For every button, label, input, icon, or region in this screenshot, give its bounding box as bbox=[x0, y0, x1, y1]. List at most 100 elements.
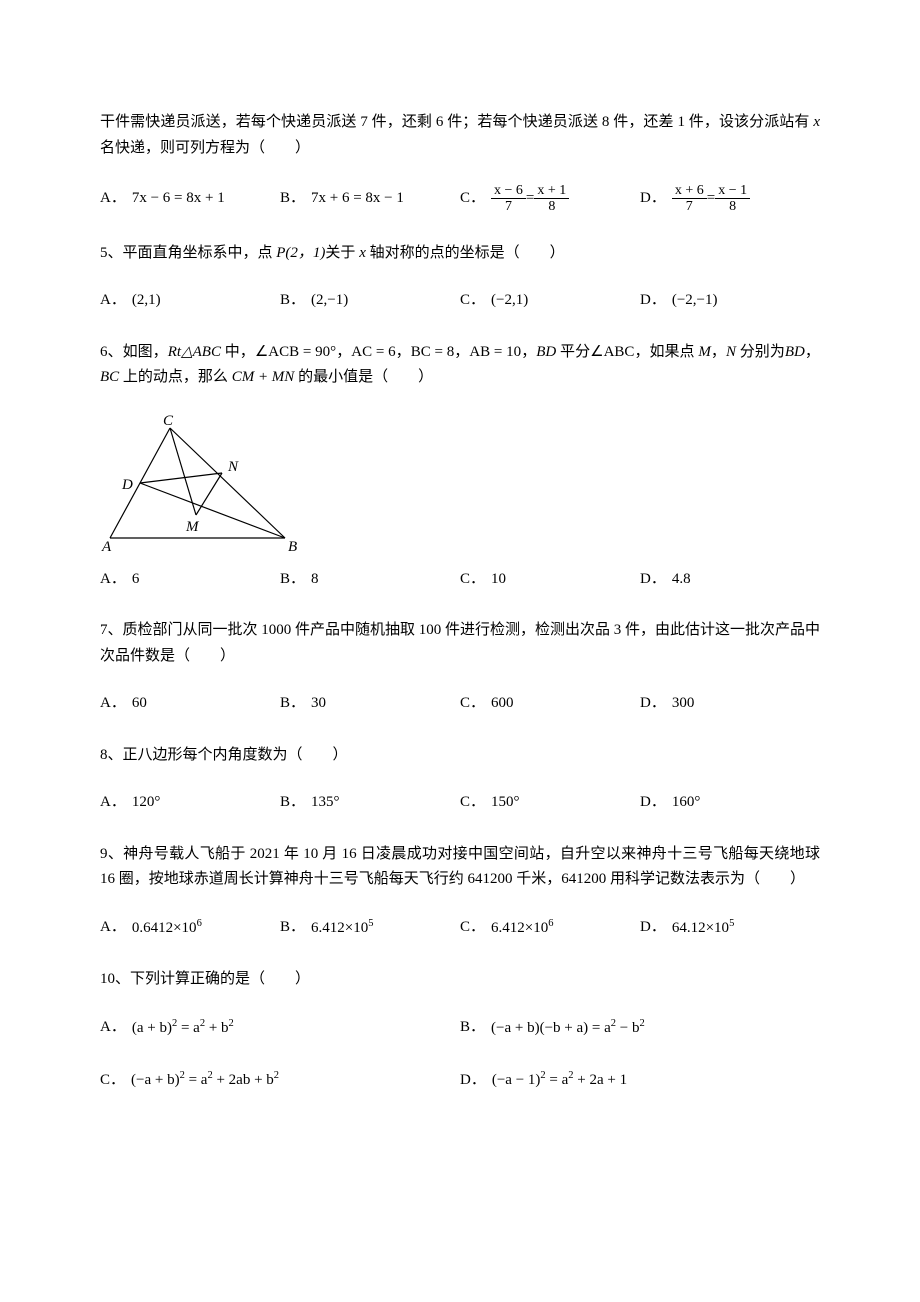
svg-text:N: N bbox=[227, 459, 239, 475]
q10-c-sup3: 2 bbox=[274, 1070, 279, 1081]
q5-a-val: (2,1) bbox=[132, 288, 161, 314]
q6-b-val: 8 bbox=[311, 567, 319, 593]
q6-opt-d: D．4.8 bbox=[640, 567, 820, 593]
q8-opt-a: A．120° bbox=[100, 790, 280, 816]
q6-sep1: ， bbox=[336, 344, 351, 360]
q7-a-val: 60 bbox=[132, 691, 147, 717]
svg-text:A: A bbox=[101, 539, 112, 553]
q8-opt-c: C．150° bbox=[460, 790, 640, 816]
q10-options-ab: A． (a + b)2 = a2 + b2 B． (−a + b)(−b + a… bbox=[100, 1015, 820, 1042]
q8-stem: 8、正八边形每个内角度数为（ ） bbox=[100, 743, 820, 769]
svg-text:C: C bbox=[163, 413, 174, 429]
q4-stem: 干件需快递员派送，若每个快递员派送 7 件，还剩 6 件；若每个快递员派送 8 … bbox=[100, 110, 820, 161]
q4-d-frac-r: x − 18 bbox=[715, 183, 750, 215]
svg-text:M: M bbox=[185, 519, 200, 535]
q10-a-eq: = a bbox=[177, 1020, 200, 1036]
q7-opt-d: D．300 bbox=[640, 691, 820, 717]
q10-a-l: (a + b) bbox=[132, 1020, 172, 1036]
q10-a-expr: (a + b)2 = a2 + b2 bbox=[132, 1015, 234, 1042]
q7-c-label: C． bbox=[460, 691, 485, 717]
q6-stem: 6、如图，Rt△ABC 中，∠ACB = 90°，AC = 6，BC = 8，A… bbox=[100, 340, 820, 391]
q6-bdtxt: 平分 bbox=[556, 344, 590, 360]
q6-n: N bbox=[726, 344, 736, 360]
q6-sep4: ， bbox=[521, 344, 536, 360]
q6-c-val: 10 bbox=[491, 567, 506, 593]
q5-c-label: C． bbox=[460, 288, 485, 314]
q4-opt-a: A． 7x − 6 = 8x + 1 bbox=[100, 183, 280, 215]
q10-opt-b: B． (−a + b)(−b + a) = a2 − b2 bbox=[460, 1015, 820, 1042]
q8-d-val: 160° bbox=[672, 790, 701, 816]
q4-opt-c: C． x − 67 = x + 18 bbox=[460, 183, 640, 215]
q6-s3: ，如果点 bbox=[634, 344, 698, 360]
q9-a-val: 0.6412×106 bbox=[132, 915, 202, 942]
q6-m: M bbox=[698, 344, 711, 360]
q9-c-label: C． bbox=[460, 915, 485, 941]
q9-a-label: A． bbox=[100, 915, 126, 941]
q6-ab: AB = 10 bbox=[469, 344, 521, 360]
q5-stem-b: 关于 bbox=[325, 245, 359, 261]
q5-a-label: A． bbox=[100, 288, 126, 314]
q10-d-l: (−a − 1) bbox=[492, 1072, 541, 1088]
q9-stem: 9、神舟号载人飞船于 2021 年 10 月 16 日凌晨成功对接中国空间站，自… bbox=[100, 842, 820, 893]
q6-c-label: C． bbox=[460, 567, 485, 593]
q4-c-den-r: 8 bbox=[534, 199, 569, 214]
q6-s1: 6、如图， bbox=[100, 344, 168, 360]
q4-b-label: B． bbox=[280, 186, 305, 212]
q9-opt-a: A．0.6412×106 bbox=[100, 915, 280, 942]
q8-options: A．120° B．135° C．150° D．160° bbox=[100, 790, 820, 816]
q9-c-val: 6.412×106 bbox=[491, 915, 553, 942]
q6-angle: ∠ACB = 90° bbox=[255, 344, 336, 360]
q6-opt-c: C．10 bbox=[460, 567, 640, 593]
q10-c-eq: = a bbox=[185, 1072, 208, 1088]
q10-d-label: D． bbox=[460, 1068, 486, 1094]
q8-opt-b: B．135° bbox=[280, 790, 460, 816]
q4-b-expr: 7x + 6 = 8x − 1 bbox=[311, 186, 404, 212]
q6-b-label: B． bbox=[280, 567, 305, 593]
q5-opt-d: D．(−2,−1) bbox=[640, 288, 820, 314]
q7-c-val: 600 bbox=[491, 691, 514, 717]
q6-s6: 的最小值是（ ） bbox=[294, 369, 433, 385]
q4-d-num-r: x − 1 bbox=[715, 183, 750, 199]
q9-d-base: 64.12×10 bbox=[672, 920, 729, 936]
q4-d-label: D． bbox=[640, 186, 666, 212]
q4-d-eq: = bbox=[707, 186, 715, 212]
q4-c-frac-l: x − 67 bbox=[491, 183, 526, 215]
q5-opt-b: B．(2,−1) bbox=[280, 288, 460, 314]
q9-opt-c: C．6.412×106 bbox=[460, 915, 640, 942]
q6-opt-b: B．8 bbox=[280, 567, 460, 593]
q7-b-val: 30 bbox=[311, 691, 326, 717]
q9-opt-d: D．64.12×105 bbox=[640, 915, 820, 942]
q8-c-label: C． bbox=[460, 790, 485, 816]
q4-d-num-l: x + 6 bbox=[672, 183, 707, 199]
q10-b-expr: (−a + b)(−b + a) = a2 − b2 bbox=[491, 1015, 645, 1042]
q9-b-sup: 5 bbox=[368, 918, 373, 929]
q8-opt-d: D．160° bbox=[640, 790, 820, 816]
q6-comma1: ， bbox=[711, 344, 726, 360]
q5-stem-a: 5、平面直角坐标系中，点 bbox=[100, 245, 276, 261]
q10-b-label: B． bbox=[460, 1015, 485, 1041]
q10-a-label: A． bbox=[100, 1015, 126, 1041]
q6-opt-a: A．6 bbox=[100, 567, 280, 593]
q10-c-mid: + 2ab + b bbox=[213, 1072, 274, 1088]
q10-options-cd: C． (−a + b)2 = a2 + 2ab + b2 D． (−a − 1)… bbox=[100, 1067, 820, 1094]
q4-c-num-l: x − 6 bbox=[491, 183, 526, 199]
svg-text:B: B bbox=[288, 539, 297, 553]
q5-stem: 5、平面直角坐标系中，点 P(2，1)关于 x 轴对称的点的坐标是（ ） bbox=[100, 241, 820, 267]
q10-b-r: − b bbox=[616, 1020, 639, 1036]
q10-a-r: + b bbox=[205, 1020, 228, 1036]
q4-stem-b: 名快递，则可列方程为（ ） bbox=[100, 140, 310, 156]
q9-b-val: 6.412×105 bbox=[311, 915, 373, 942]
q8-c-val: 150° bbox=[491, 790, 520, 816]
q8-b-val: 135° bbox=[311, 790, 340, 816]
q5-stem-c: 轴对称的点的坐标是（ ） bbox=[366, 245, 565, 261]
q5-opt-c: C．(−2,1) bbox=[460, 288, 640, 314]
q6-s5: 上的动点，那么 bbox=[119, 369, 232, 385]
q6-d-val: 4.8 bbox=[672, 567, 691, 593]
q4-stem-a: 干件需快递员派送，若每个快递员派送 7 件，还剩 6 件；若每个快递员派送 8 … bbox=[100, 114, 813, 130]
q8-a-label: A． bbox=[100, 790, 126, 816]
q8-a-val: 120° bbox=[132, 790, 161, 816]
q4-d-den-r: 8 bbox=[715, 199, 750, 214]
q9-a-sup: 6 bbox=[197, 918, 202, 929]
q5-opt-a: A．(2,1) bbox=[100, 288, 280, 314]
q5-point: P(2，1) bbox=[276, 245, 325, 261]
